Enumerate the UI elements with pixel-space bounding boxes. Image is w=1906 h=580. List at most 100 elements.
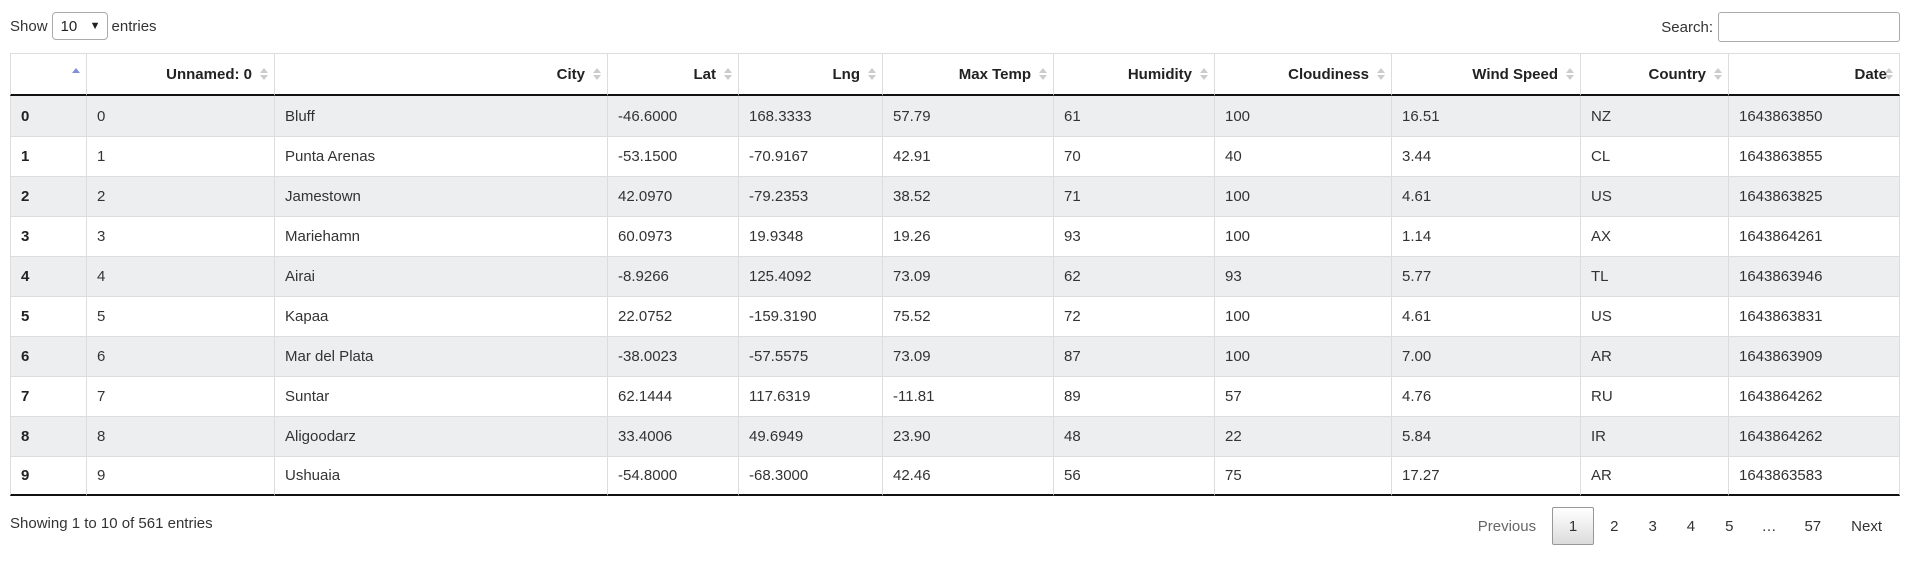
table-cell: 4.61: [1391, 176, 1580, 216]
table-cell: Airai: [274, 256, 607, 296]
column-header[interactable]: Max Temp: [882, 53, 1053, 96]
table-row: 7 7 Suntar 62.1444 117.6319 -11.81 89 57 4.76 RU 1…: [10, 376, 1900, 416]
table-cell: 100: [1214, 96, 1391, 136]
table-cell: Bluff: [274, 96, 607, 136]
column-header-label: Cloudiness: [1288, 65, 1369, 83]
column-header[interactable]: Cloudiness: [1214, 53, 1391, 96]
column-header[interactable]: Lng: [738, 53, 882, 96]
table-row: 5 5 Kapaa 22.0752 -159.3190 75.52 72 100 4.61 US 1…: [10, 296, 1900, 336]
table-cell: 72: [1053, 296, 1214, 336]
table-cell: 75.52: [882, 296, 1053, 336]
table-cell: -11.81: [882, 376, 1053, 416]
column-header-label: Lng: [832, 65, 861, 83]
entries-per-page-select[interactable]: 10 ▼: [51, 12, 108, 40]
table-cell: 93: [1214, 256, 1391, 296]
row-index-cell: 2: [10, 176, 86, 216]
table-cell: 5.84: [1391, 416, 1580, 456]
sort-arrows-icon: [1714, 68, 1722, 80]
page-button[interactable]: 4: [1686, 517, 1696, 535]
table-cell: 73.09: [882, 336, 1053, 376]
table-cell: Suntar: [274, 376, 607, 416]
table-cell: 62: [1053, 256, 1214, 296]
page-buttons: 1 2 3 4 5 … 57: [1550, 507, 1835, 545]
table-cell: 75: [1214, 456, 1391, 496]
table-cell: CL: [1580, 136, 1728, 176]
next-page-button[interactable]: Next: [1851, 517, 1882, 535]
column-header-index[interactable]: [10, 53, 86, 96]
column-header[interactable]: Wind Speed: [1391, 53, 1580, 96]
table-cell: 19.9348: [738, 216, 882, 256]
sort-arrows-icon: [1566, 68, 1574, 80]
table-cell: 8: [86, 416, 274, 456]
column-header[interactable]: Country: [1580, 53, 1728, 96]
table-cell: 100: [1214, 216, 1391, 256]
table-cell: Ushuaia: [274, 456, 607, 496]
table-cell: 33.4006: [607, 416, 738, 456]
column-header-label: Country: [1648, 65, 1707, 83]
table-cell: 1643863831: [1728, 296, 1900, 336]
table-cell: 1643864261: [1728, 216, 1900, 256]
page-button[interactable]: 2: [1610, 517, 1619, 535]
column-header[interactable]: Date: [1728, 53, 1900, 96]
column-header-label: Humidity: [1127, 65, 1192, 83]
table-cell: 117.6319: [738, 376, 882, 416]
row-index-cell: 0: [10, 96, 86, 136]
table-cell: 38.52: [882, 176, 1053, 216]
table-cell: 7.00: [1391, 336, 1580, 376]
table-cell: -46.6000: [607, 96, 738, 136]
table-cell: 42.91: [882, 136, 1053, 176]
table-cell: IR: [1580, 416, 1728, 456]
table-row: 1 1 Punta Arenas -53.1500 -70.9167 42.91 70 40 3…: [10, 136, 1900, 176]
row-index-cell: 6: [10, 336, 86, 376]
table-row: 9 9 Ushuaia -54.8000 -68.3000 42.46 56 75 17.27 A…: [10, 456, 1900, 496]
search-input[interactable]: [1718, 12, 1900, 42]
table-cell: 4.61: [1391, 296, 1580, 336]
table-cell: 40: [1214, 136, 1391, 176]
sort-arrows-icon: [72, 68, 80, 80]
table-cell: 5.77: [1391, 256, 1580, 296]
table-cell: 6: [86, 336, 274, 376]
table-cell: -53.1500: [607, 136, 738, 176]
length-control: Show 10 ▼ entries: [10, 11, 157, 41]
page-button[interactable]: 3: [1648, 517, 1657, 535]
column-header[interactable]: Unnamed: 0: [86, 53, 274, 96]
table-cell: 1643863855: [1728, 136, 1900, 176]
table-cell: 56: [1053, 456, 1214, 496]
table-cell: -57.5575: [738, 336, 882, 376]
previous-page-button[interactable]: Previous: [1477, 517, 1537, 535]
chevron-down-icon: ▼: [89, 20, 101, 32]
row-index-cell: 8: [10, 416, 86, 456]
column-header-label: Wind Speed: [1472, 65, 1558, 83]
page-button[interactable]: 1: [1552, 507, 1595, 545]
table-cell: 1: [86, 136, 274, 176]
table-cell: AR: [1580, 336, 1728, 376]
column-header[interactable]: Humidity: [1053, 53, 1214, 96]
table-cell: 9: [86, 456, 274, 496]
table-cell: 48: [1053, 416, 1214, 456]
page-button[interactable]: 5: [1725, 517, 1734, 535]
table-cell: -8.9266: [607, 256, 738, 296]
table-body: 0 0 Bluff -46.6000 168.3333 57.79 61 100 16.51 NZ…: [10, 96, 1900, 496]
table-cell: Aligoodarz: [274, 416, 607, 456]
table-cell: 61: [1053, 96, 1214, 136]
page-button[interactable]: 57: [1804, 517, 1822, 535]
table-row: 0 0 Bluff -46.6000 168.3333 57.79 61 100 16.51 NZ…: [10, 96, 1900, 136]
column-header[interactable]: City: [274, 53, 607, 96]
table-cell: 49.6949: [738, 416, 882, 456]
table-cell: AR: [1580, 456, 1728, 496]
row-index-cell: 3: [10, 216, 86, 256]
table-cell: Mariehamn: [274, 216, 607, 256]
table-cell: 93: [1053, 216, 1214, 256]
table-cell: 125.4092: [738, 256, 882, 296]
table-cell: 0: [86, 96, 274, 136]
table-cell: 100: [1214, 176, 1391, 216]
table-row: 4 4 Airai -8.9266 125.4092 73.09 62 93 5.77 TL 164…: [10, 256, 1900, 296]
column-header[interactable]: Lat: [607, 53, 738, 96]
entries-per-page-value: 10: [60, 17, 78, 35]
table-cell: RU: [1580, 376, 1728, 416]
table-cell: US: [1580, 296, 1728, 336]
table-cell: 1.14: [1391, 216, 1580, 256]
table-cell: US: [1580, 176, 1728, 216]
row-index-cell: 4: [10, 256, 86, 296]
